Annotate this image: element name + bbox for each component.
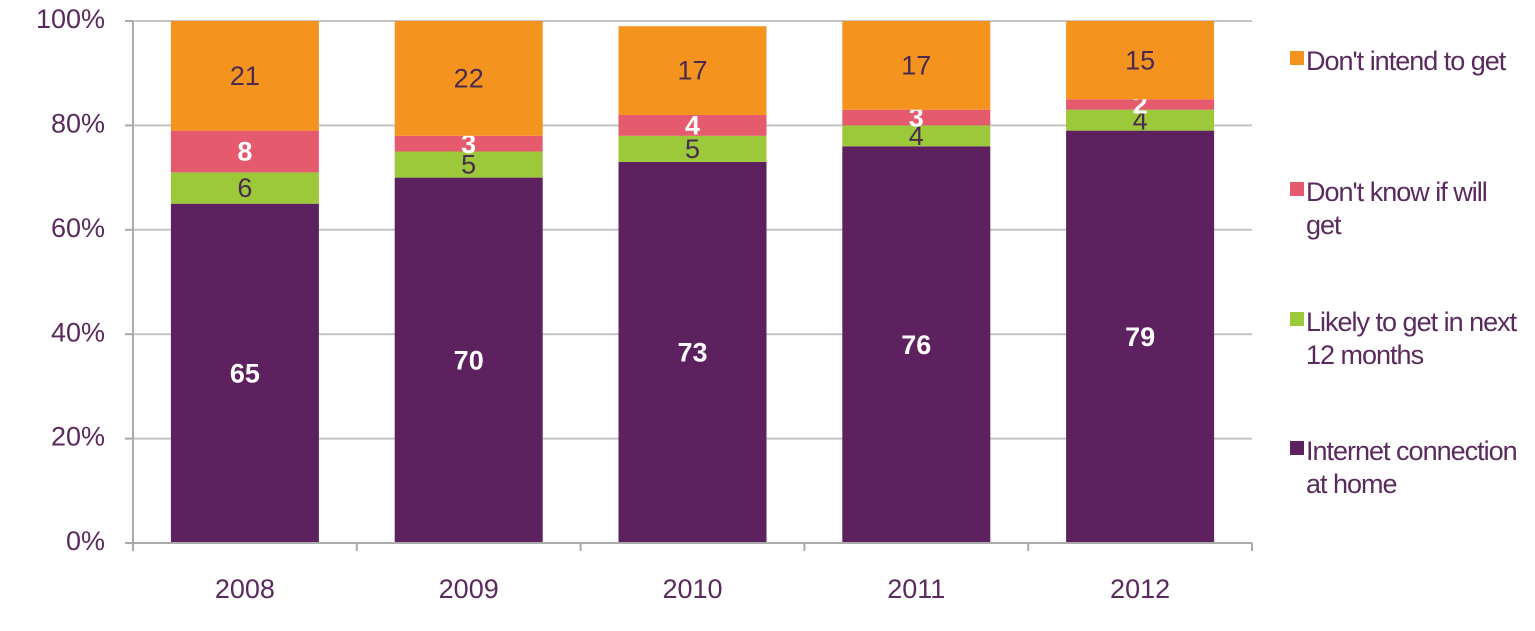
legend-label: Don't intend to get <box>1306 46 1506 76</box>
data-label: 6 <box>237 173 252 203</box>
data-label: 70 <box>454 345 484 375</box>
data-label: 15 <box>1125 45 1155 75</box>
data-label: 3 <box>909 103 924 133</box>
bar-segment <box>842 125 991 147</box>
bar-segment <box>170 203 319 543</box>
x-tick-label: 2008 <box>215 574 275 604</box>
bar-segment <box>618 114 767 136</box>
data-label: 5 <box>461 150 476 180</box>
x-tick-label: 2011 <box>887 574 945 604</box>
data-label: 17 <box>677 56 707 86</box>
bar-segment <box>618 135 767 162</box>
y-tick-label: 0% <box>66 526 105 556</box>
data-label: 8 <box>237 137 252 167</box>
bar-segment <box>394 21 543 136</box>
legend-item: Internet connection at home <box>1290 435 1520 501</box>
bar-segment <box>842 21 991 110</box>
legend-item: Don't intend to get <box>1290 45 1520 78</box>
bar-segment <box>170 172 319 204</box>
legend-label: Don't know if will get <box>1306 177 1488 240</box>
x-tick-label: 2010 <box>662 574 722 604</box>
data-label: 21 <box>230 61 260 91</box>
data-label: 22 <box>454 64 484 94</box>
bar-segment <box>842 146 991 543</box>
legend-label: Internet connection at home <box>1306 436 1518 499</box>
data-label: 4 <box>909 121 924 151</box>
legend-swatch <box>1290 182 1304 196</box>
bar-segment <box>1066 130 1215 543</box>
data-label: 4 <box>685 111 700 141</box>
y-tick-label: 40% <box>51 317 105 347</box>
y-tick-label: 20% <box>51 422 105 452</box>
bar-segment <box>1066 109 1215 131</box>
legend-label: Likely to get in next 12 months <box>1306 307 1517 370</box>
bar-segment <box>394 177 543 543</box>
data-label: 65 <box>230 358 260 388</box>
y-tick-label: 60% <box>51 213 105 243</box>
bar-segment <box>394 151 543 178</box>
bar-segment <box>618 161 767 543</box>
bar-segment <box>394 135 543 152</box>
y-tick-label: 100% <box>36 4 105 34</box>
data-label: 76 <box>901 330 931 360</box>
data-label: 17 <box>901 50 931 80</box>
legend-swatch <box>1290 312 1304 326</box>
bar-segment <box>1066 21 1215 100</box>
legend-swatch <box>1290 51 1304 65</box>
data-label: 3 <box>461 129 476 159</box>
data-label: 73 <box>677 338 707 368</box>
x-tick-label: 2009 <box>439 574 499 604</box>
legend-item: Don't know if will get <box>1290 176 1520 242</box>
y-tick-label: 80% <box>51 109 105 139</box>
data-label: 5 <box>685 134 700 164</box>
bar-segment <box>842 109 991 126</box>
bar-segment <box>170 130 319 173</box>
data-label: 4 <box>1133 105 1148 135</box>
bar-segment <box>1066 99 1215 110</box>
bar-segment <box>618 26 767 115</box>
data-label: 79 <box>1125 322 1155 352</box>
x-tick-label: 2012 <box>1110 574 1170 604</box>
bar-segment <box>170 21 319 131</box>
legend-item: Likely to get in next 12 months <box>1290 306 1520 372</box>
legend-swatch <box>1290 441 1304 455</box>
